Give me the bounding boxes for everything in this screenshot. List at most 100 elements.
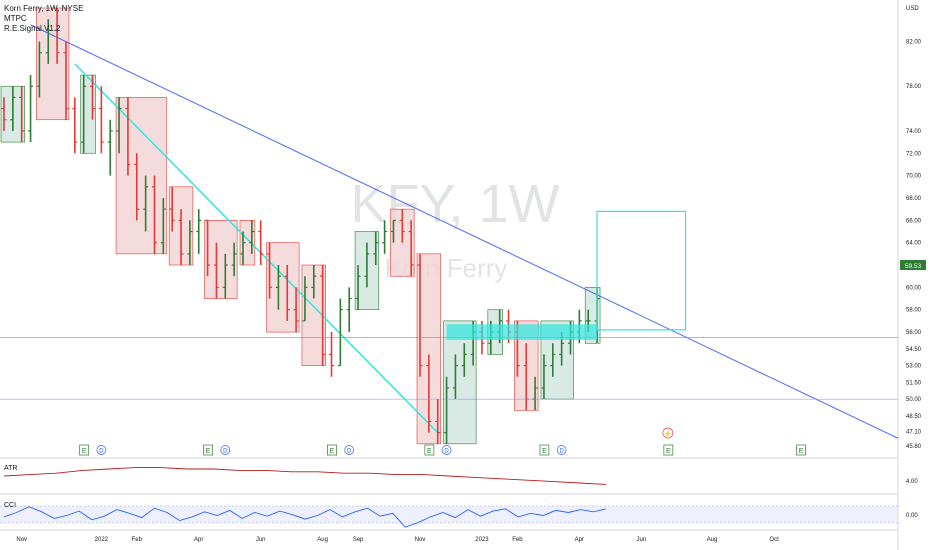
time-tick[interactable]: Apr <box>194 537 203 543</box>
time-tick[interactable]: Sep <box>353 537 364 543</box>
time-tick[interactable]: 2022 <box>95 537 109 543</box>
candle[interactable] <box>311 265 317 299</box>
price-tick[interactable]: 48.50 <box>906 414 922 420</box>
candle[interactable] <box>284 265 290 321</box>
time-tick[interactable]: Apr <box>575 537 584 543</box>
price-tick[interactable]: 72.00 <box>906 151 922 157</box>
candle[interactable] <box>364 242 370 288</box>
candle[interactable] <box>382 220 388 254</box>
signal-box <box>204 220 238 299</box>
candle[interactable] <box>355 265 361 310</box>
symbol-line[interactable]: Korn Ferry, 1W, NYSE <box>4 4 84 13</box>
candle[interactable] <box>125 97 131 176</box>
candle[interactable] <box>54 8 60 64</box>
indicator-resignal[interactable]: R.E.Signal V1.2 <box>4 24 61 33</box>
candle[interactable] <box>81 75 87 154</box>
candle[interactable] <box>293 287 299 333</box>
candle[interactable] <box>435 399 441 444</box>
price-tick[interactable]: 45.80 <box>906 444 922 450</box>
price-tick[interactable]: 78.00 <box>906 84 922 90</box>
price-tick[interactable]: 54.50 <box>906 347 922 353</box>
candle[interactable] <box>346 287 352 333</box>
candle[interactable] <box>19 86 25 143</box>
time-axis[interactable]: Nov 2022 Feb Apr Jun Aug Sep Nov 2023 Feb Apr Jun Au… <box>16 537 779 543</box>
time-tick[interactable]: Feb <box>132 537 143 543</box>
candle[interactable] <box>337 298 343 367</box>
candle[interactable] <box>143 175 149 232</box>
price-tick[interactable]: 53.00 <box>906 364 922 370</box>
candle[interactable] <box>107 119 113 176</box>
candle[interactable] <box>231 242 237 277</box>
candle[interactable] <box>169 186 175 232</box>
price-axis[interactable]: USD 82.00 78.00 74.00 72.00 70.00 68.00 66.00 6… <box>906 6 922 450</box>
indicator-mtpc[interactable]: MTPC <box>4 14 27 23</box>
candle[interactable] <box>329 332 335 377</box>
price-tick[interactable]: 68.00 <box>906 196 922 202</box>
candle[interactable] <box>408 220 414 277</box>
candle[interactable] <box>10 86 16 131</box>
candle[interactable] <box>417 253 423 377</box>
trendlines <box>30 24 899 439</box>
candle[interactable] <box>275 265 281 310</box>
candle[interactable] <box>160 197 166 254</box>
candle[interactable] <box>267 242 273 299</box>
time-tick[interactable]: Aug <box>317 537 328 543</box>
candle[interactable] <box>373 231 379 266</box>
candle[interactable] <box>36 41 42 98</box>
candle[interactable] <box>240 231 246 266</box>
dividend-label: D <box>223 449 228 455</box>
time-tick[interactable]: Jun <box>636 537 646 543</box>
candle[interactable] <box>550 343 556 377</box>
signal-box <box>416 253 442 445</box>
time-tick[interactable]: Feb <box>512 537 523 543</box>
candle[interactable] <box>426 354 432 433</box>
time-tick[interactable]: Oct <box>769 537 779 543</box>
price-tick[interactable]: 64.00 <box>906 241 922 247</box>
price-tick[interactable]: 74.00 <box>906 129 922 135</box>
time-tick[interactable]: Aug <box>707 537 718 543</box>
candle[interactable] <box>249 220 255 254</box>
price-tick[interactable]: 66.00 <box>906 218 922 224</box>
price-tick[interactable]: 56.00 <box>906 330 922 336</box>
candle[interactable] <box>461 343 467 377</box>
candle[interactable] <box>63 41 69 120</box>
price-tick[interactable]: 60.00 <box>906 285 922 291</box>
candle[interactable] <box>72 97 78 154</box>
candle[interactable] <box>320 265 326 366</box>
time-tick[interactable]: Nov <box>415 537 426 543</box>
candle[interactable] <box>90 75 96 120</box>
candle[interactable] <box>258 220 264 266</box>
chart-legend[interactable]: Korn Ferry, 1W, NYSE MTPC R.E.Signal V1.… <box>4 4 83 34</box>
time-tick[interactable]: 2023 <box>475 537 489 543</box>
candle[interactable] <box>178 209 184 266</box>
candle[interactable] <box>1 97 7 131</box>
candle[interactable] <box>151 175 157 254</box>
candle[interactable] <box>45 19 51 64</box>
price-tick[interactable]: 82.00 <box>906 40 922 46</box>
price-tick[interactable]: 51.50 <box>906 380 922 386</box>
event-markers[interactable]: E D E D E D E D E D E E ⚡ <box>79 427 806 456</box>
candle[interactable] <box>205 219 211 277</box>
candle[interactable] <box>302 276 308 322</box>
candle[interactable] <box>187 220 193 266</box>
candle[interactable] <box>98 86 104 154</box>
candle[interactable] <box>116 97 122 154</box>
price-tick[interactable]: 47.10 <box>906 430 922 436</box>
candle[interactable] <box>452 354 458 400</box>
price-tick[interactable]: 70.00 <box>906 174 922 180</box>
candle[interactable] <box>222 253 228 299</box>
earnings-label: E <box>666 448 671 455</box>
candle[interactable] <box>213 242 219 299</box>
price-tick[interactable]: 58.00 <box>906 308 922 314</box>
candle[interactable] <box>390 219 396 243</box>
candle[interactable] <box>196 209 202 254</box>
candle[interactable] <box>134 153 140 221</box>
price-tick[interactable]: 50.00 <box>906 397 922 403</box>
candle[interactable] <box>541 354 547 400</box>
candle[interactable] <box>399 209 405 243</box>
time-tick[interactable]: Jun <box>256 537 266 543</box>
candle[interactable] <box>28 75 34 143</box>
time-tick[interactable]: Nov <box>16 537 27 543</box>
candle[interactable] <box>444 376 450 444</box>
